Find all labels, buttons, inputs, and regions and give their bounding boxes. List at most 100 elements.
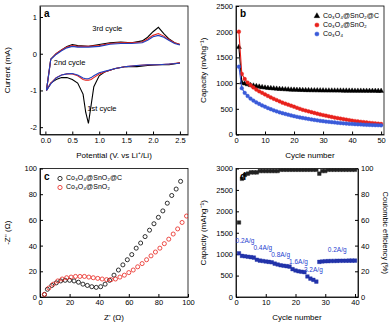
data-point [315,280,319,284]
tick: 0 [355,293,365,302]
y-axis: 020406080100 [24,164,43,302]
tick-mark [236,190,239,191]
tick-label: 0.0 [41,136,51,145]
tick: 2000 [216,28,239,37]
tick-mark [236,135,239,136]
tick: 2.0 [148,132,158,145]
data-point [56,279,60,283]
tick: 20 [66,294,74,307]
tick: 1000 [216,250,239,259]
data-point [136,265,140,269]
tick: 100 [24,164,43,173]
data-point [165,201,169,205]
data-point [82,274,86,278]
y-axis: 05001000150020002500 [216,2,239,140]
data-point [122,273,126,277]
data-point [353,169,357,172]
panel-label: a [44,8,50,19]
tick-mark [296,294,297,297]
data-point [176,227,180,231]
data-point [152,222,156,226]
tick-mark [355,220,358,221]
legend: Co₃O₄@SnO₂@CCo₃O₄@SnO₂Co₃O₄ [314,12,379,37]
tick-label: 20 [290,136,298,145]
axis-line [41,135,189,136]
tick-mark [355,271,358,272]
tick: 1500 [216,53,239,62]
y2-axis: 020406080100 [355,164,374,302]
tick: 20 [292,294,300,307]
tick-label: 500 [220,105,233,114]
tick-label: 60 [361,216,369,225]
panel-label: d [240,171,246,182]
data-point [170,193,174,197]
y-axis-title: Capacity (mAhg⁻¹) [199,200,208,266]
tick-label: 80 [361,190,369,199]
tick-mark [236,57,239,58]
tick-label: 40 [361,242,369,251]
tick-mark [323,132,324,135]
data-point [90,285,94,289]
tick-label: 1.5 [121,136,131,145]
tick: 40 [355,242,369,251]
y-axis-title: Current (mA) [3,47,12,94]
tick-label: -2 [30,123,37,132]
tick-mark [153,132,154,135]
data-point [85,283,89,287]
legend-marker [314,13,320,18]
data-point [240,86,244,90]
tick-label: -1 [30,86,37,95]
tick-mark [99,132,100,135]
tick-mark [40,127,43,128]
tick-label: 1000 [216,250,233,259]
legend-label: Co₃O₄@SnO₂@C [323,12,379,19]
plot-frame [40,169,188,298]
data-point [379,88,384,92]
data-point [69,275,73,279]
tick-mark [381,132,382,135]
plot-frame [40,6,188,135]
figure: 0.00.51.01.52.02.5-2-101Potential (V. vs… [0,0,392,325]
tick-label: 500 [220,271,233,280]
data-point [140,262,144,266]
tick-mark [355,297,358,298]
data-point [131,268,135,272]
tick-mark [265,132,266,135]
series-line [46,34,179,91]
panel: 0102030400500100015002000250030000204060… [199,164,390,322]
tick-mark [325,294,326,297]
data-point [149,254,153,258]
tick-mark [158,294,159,297]
tick: 30 [319,132,327,145]
data-point [143,235,147,239]
tick-label: 60 [125,298,133,307]
annotation: 0.4A/g [253,244,272,252]
axis-line [40,7,41,136]
panel-label: c [44,171,50,182]
tick-label: 0 [229,293,233,302]
data-point [161,209,165,213]
tick: 20 [290,132,298,145]
tick-label: 2500 [216,186,233,195]
tick: 2500 [216,2,239,11]
annotation: 2nd cycle [54,58,86,67]
annotation: 0.8A/g [271,251,290,259]
tick-label: 2000 [216,28,233,37]
tick: 60 [355,216,369,225]
tick: 0 [33,50,43,59]
y-axis-title: -Z'' (Ω) [3,220,12,244]
legend-marker [58,185,62,189]
data-point [243,77,247,81]
tick-label: 1500 [216,229,233,238]
data-point [130,253,134,257]
axis-line [358,169,359,298]
data-point [103,282,107,286]
tick-label: 2500 [216,2,233,11]
tick-label: 50 [377,136,385,145]
data-point [81,282,85,286]
tick-label: 20 [29,267,37,276]
tick-mark [40,17,43,18]
data-point [127,271,131,275]
data-point [42,292,46,296]
tick: 60 [125,294,133,307]
